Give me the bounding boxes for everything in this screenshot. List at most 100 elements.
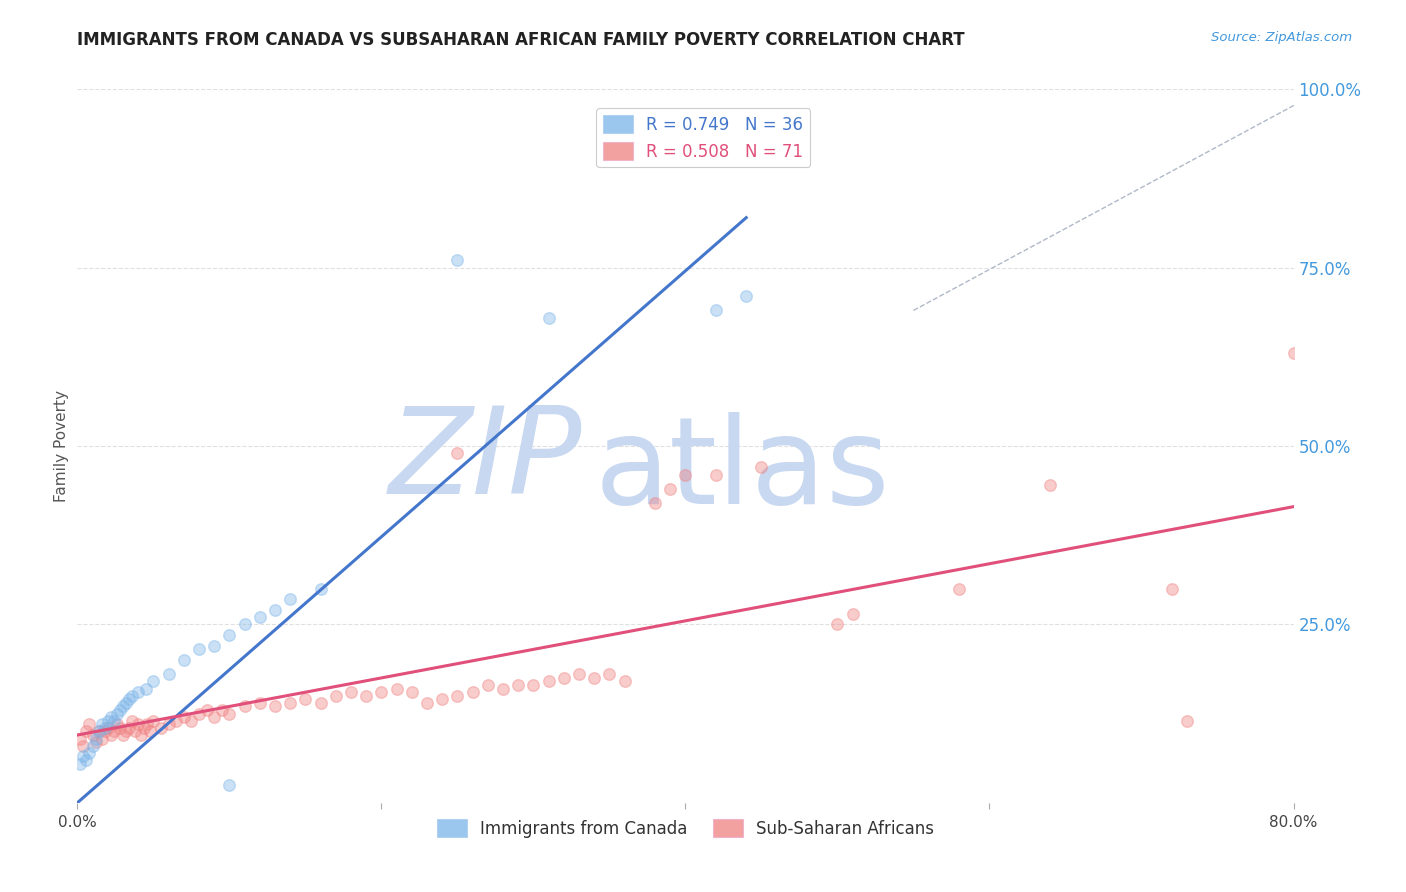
Point (202, 639, 225, 653)
Point (103, 714, 125, 728)
Point (82, 739, 104, 753)
Point (294, 692, 316, 706)
Point (157, 717, 180, 731)
Point (309, 696, 332, 710)
Point (841, 607, 863, 621)
Point (948, 582, 970, 596)
Point (127, 717, 149, 731)
Point (75, 724, 97, 739)
Point (173, 710, 195, 724)
Point (188, 642, 211, 657)
Point (97, 721, 120, 735)
Y-axis label: Family Poverty: Family Poverty (53, 390, 69, 502)
Point (218, 628, 240, 642)
Point (401, 685, 423, 699)
Point (165, 714, 187, 728)
Text: Source: ZipAtlas.com: Source: ZipAtlas.com (1212, 31, 1353, 45)
Point (90, 731, 112, 746)
Point (97, 714, 120, 728)
Point (129, 728, 152, 742)
Point (1282, 346, 1305, 360)
Point (704, 467, 727, 482)
Point (121, 689, 143, 703)
Point (264, 603, 287, 617)
Point (1175, 714, 1198, 728)
Point (115, 724, 138, 739)
Point (105, 717, 128, 731)
Point (108, 703, 131, 717)
Point (385, 681, 408, 696)
Point (121, 714, 143, 728)
Point (508, 678, 530, 692)
Point (751, 460, 773, 475)
Point (79, 746, 101, 760)
Text: atlas: atlas (595, 412, 890, 530)
Point (340, 685, 363, 699)
Legend: Immigrants from Canada, Sub-Saharan Africans: Immigrants from Canada, Sub-Saharan Afri… (430, 813, 941, 845)
Point (735, 289, 758, 303)
Point (675, 467, 697, 482)
Point (135, 681, 157, 696)
Point (136, 717, 159, 731)
Point (370, 685, 392, 699)
Point (142, 714, 165, 728)
Point (173, 653, 195, 667)
Point (87, 724, 110, 739)
Point (278, 696, 301, 710)
Point (537, 310, 560, 325)
Point (461, 685, 484, 699)
Point (827, 617, 849, 632)
Point (100, 710, 122, 724)
Point (644, 496, 666, 510)
Point (87, 724, 110, 739)
Point (180, 714, 202, 728)
Point (218, 778, 240, 792)
Point (202, 710, 225, 724)
Point (142, 674, 165, 689)
Point (115, 696, 138, 710)
Point (188, 706, 211, 721)
Point (446, 446, 468, 460)
Point (82, 728, 104, 742)
Point (354, 689, 377, 703)
Point (100, 728, 122, 742)
Point (124, 724, 146, 739)
Point (249, 696, 271, 710)
Point (446, 689, 468, 703)
Point (659, 482, 682, 496)
Point (84, 735, 107, 749)
Point (118, 721, 141, 735)
Point (93, 724, 115, 739)
Point (537, 674, 560, 689)
Point (195, 703, 218, 717)
Point (218, 706, 240, 721)
Point (446, 253, 468, 268)
Point (1161, 582, 1184, 596)
Point (72, 749, 94, 764)
Point (69, 756, 91, 771)
Point (233, 699, 256, 714)
Point (1039, 478, 1062, 492)
Point (416, 696, 439, 710)
Point (430, 692, 453, 706)
Point (704, 303, 727, 318)
Point (492, 681, 515, 696)
Point (233, 617, 256, 632)
Point (613, 674, 636, 689)
Point (90, 717, 112, 731)
Text: IMMIGRANTS FROM CANADA VS SUBSAHARAN AFRICAN FAMILY POVERTY CORRELATION CHART: IMMIGRANTS FROM CANADA VS SUBSAHARAN AFR… (77, 31, 965, 49)
Point (79, 717, 101, 731)
Point (111, 728, 134, 742)
Point (139, 724, 162, 739)
Point (325, 689, 347, 703)
Text: ZIP: ZIP (388, 401, 582, 519)
Point (309, 582, 332, 596)
Point (93, 721, 115, 735)
Point (249, 610, 271, 624)
Point (278, 592, 301, 607)
Point (103, 724, 125, 739)
Point (157, 667, 180, 681)
Point (583, 671, 606, 685)
Point (598, 667, 620, 681)
Point (134, 721, 156, 735)
